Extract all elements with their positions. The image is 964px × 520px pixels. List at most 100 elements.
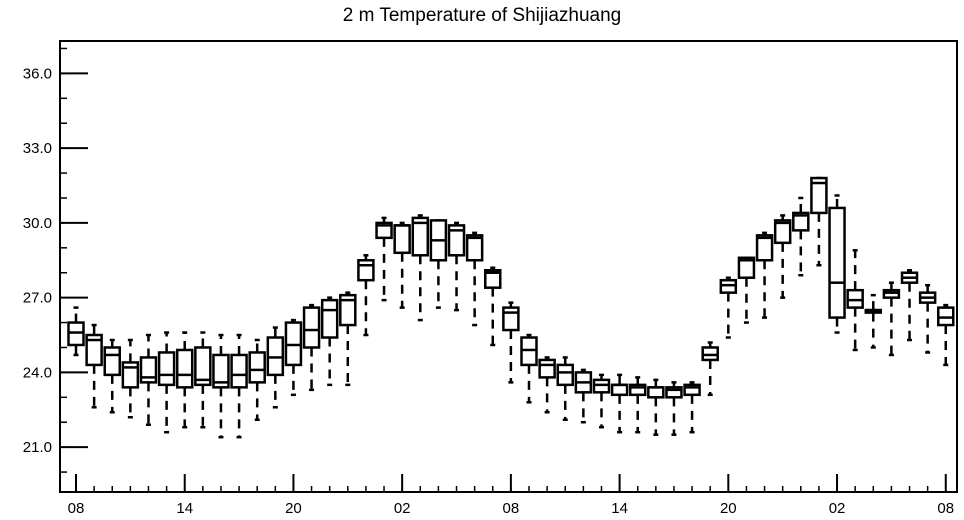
x-tick-label: 14 <box>611 500 628 517</box>
x-tick-label: 08 <box>937 500 954 517</box>
box-body <box>628 383 647 397</box>
box-item <box>918 283 937 354</box>
y-tick-label: 30.0 <box>23 215 52 232</box>
box-item <box>864 293 883 349</box>
box-item <box>429 219 448 309</box>
box-item <box>937 303 955 367</box>
box-item <box>157 331 176 434</box>
box-item <box>538 356 556 414</box>
box-body <box>465 234 484 262</box>
box-item <box>393 221 411 309</box>
box-body <box>502 306 520 332</box>
box-item <box>103 338 121 414</box>
box-body <box>320 298 339 339</box>
box-item <box>194 331 212 429</box>
box-body <box>792 211 810 232</box>
box-item <box>900 268 919 342</box>
box-item <box>701 341 719 397</box>
box-body <box>103 346 121 377</box>
box-item <box>139 333 158 426</box>
box-item <box>683 381 701 434</box>
box-body <box>230 353 248 389</box>
y-tick-label: 21.0 <box>23 439 52 456</box>
box-item <box>647 378 665 436</box>
box-body <box>484 268 502 289</box>
box-item <box>85 323 103 409</box>
box-body <box>302 306 321 349</box>
box-item <box>447 221 466 312</box>
box-item <box>574 368 593 424</box>
x-tick-label: 08 <box>503 500 520 517</box>
box-item <box>828 194 846 334</box>
box-item <box>302 303 321 392</box>
box-item <box>846 249 864 352</box>
box-item <box>882 281 901 357</box>
boxes <box>67 176 955 439</box>
box-item <box>339 291 357 387</box>
box-item <box>665 381 683 436</box>
box-item <box>610 373 629 434</box>
box-body <box>357 259 375 282</box>
box-item <box>375 216 393 302</box>
box-body <box>85 333 103 367</box>
x-tick-label: 20 <box>720 500 737 517</box>
box-body <box>610 383 629 397</box>
x-tick-label: 08 <box>68 500 85 517</box>
axes <box>59 40 958 493</box>
y-tick-label: 27.0 <box>23 290 52 307</box>
box-body <box>194 346 212 387</box>
chart-title: 2 m Temperature of Shijiazhuang <box>342 5 622 26</box>
box-item <box>67 306 85 357</box>
box-body <box>647 386 665 399</box>
box-item <box>212 333 230 439</box>
box-body <box>810 176 828 215</box>
box-item <box>411 214 430 322</box>
box-item <box>792 196 810 277</box>
box-body <box>556 363 574 387</box>
box-item <box>284 318 303 397</box>
box-item <box>773 214 792 299</box>
box-item <box>628 376 647 434</box>
box-body <box>683 383 701 397</box>
box-item <box>175 331 194 429</box>
box-item <box>737 256 756 324</box>
box-item <box>121 338 140 419</box>
box-item <box>810 176 828 267</box>
box-item <box>465 231 484 327</box>
box-body <box>755 234 774 262</box>
x-tick-label: 14 <box>176 500 193 517</box>
axis-ticks <box>60 47 947 492</box>
box-body <box>737 256 756 279</box>
y-tick-label: 36.0 <box>23 65 52 82</box>
y-tick-label: 24.0 <box>23 364 52 381</box>
plot-frame <box>59 40 958 493</box>
box-body <box>773 219 792 245</box>
box-item <box>719 276 738 339</box>
x-tick-label: 02 <box>394 500 411 517</box>
box-item <box>357 254 375 337</box>
box-body <box>447 224 466 257</box>
box-item <box>320 296 339 387</box>
box-item <box>502 301 520 384</box>
box-item <box>520 333 538 404</box>
box-item <box>484 266 502 347</box>
box-item <box>556 356 574 421</box>
box-body <box>248 351 266 384</box>
box-body <box>157 351 176 387</box>
box-body <box>175 348 194 389</box>
box-body <box>411 216 430 257</box>
box-body <box>212 353 230 389</box>
box-item <box>248 338 266 421</box>
box-item <box>755 231 774 319</box>
box-body <box>393 224 411 255</box>
box-item <box>592 373 611 429</box>
box-item <box>230 333 248 439</box>
y-tick-label: 33.0 <box>23 140 52 157</box>
x-tick-label: 20 <box>285 500 302 517</box>
box-body <box>339 293 357 327</box>
box-item <box>266 326 285 409</box>
box-body <box>665 386 683 399</box>
x-tick-label: 02 <box>829 500 846 517</box>
box-body <box>538 358 556 379</box>
